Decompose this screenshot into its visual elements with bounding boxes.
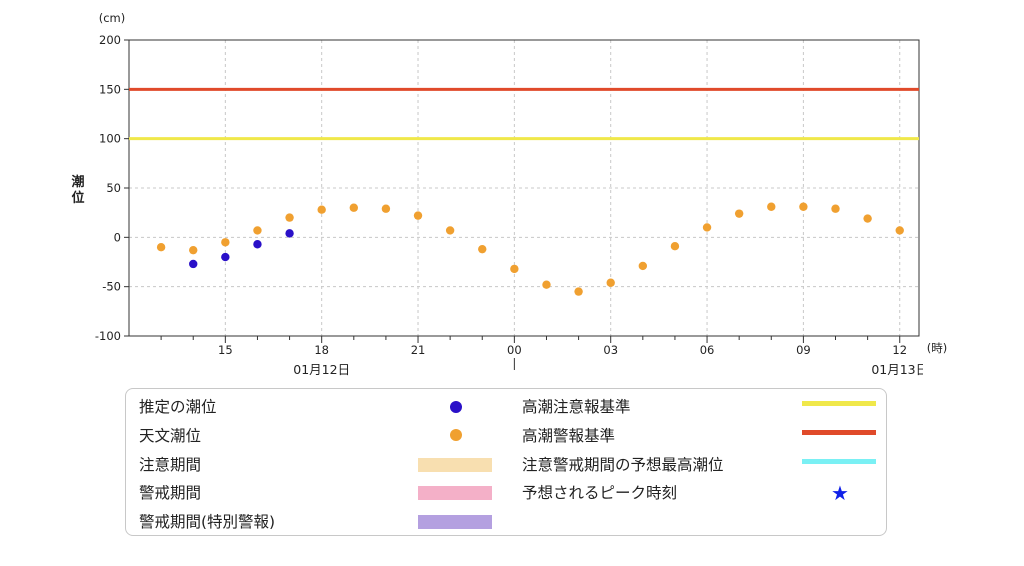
astronomical-tide-point: [606, 278, 615, 287]
astronomical-tide-point: [638, 261, 648, 271]
astronomical-tide-point: [542, 280, 551, 289]
astronomical-tide-point: [863, 214, 872, 223]
x-tick-label: 03: [603, 343, 618, 357]
x-tick-label: 00: [507, 343, 522, 357]
astronomical-tide-point: [285, 213, 294, 222]
x-tick-label: 06: [700, 343, 715, 357]
y-axis-label: 位: [71, 190, 84, 206]
legend-label-peak-time: 予想されるピーク時刻: [522, 484, 678, 502]
x-tick-label: 15: [218, 343, 233, 357]
date-label: 01月13日: [871, 362, 928, 377]
chart-legend: 推定の潮位 天文潮位 注意期間 警戒期間 警戒期間(特別警報) 高潮注意報基準 …: [125, 388, 887, 536]
estimated-tide-point: [285, 229, 294, 238]
x-tick-label: 09: [796, 343, 811, 357]
astronomical-tide-point: [189, 245, 198, 255]
y-tick-label: -100: [95, 329, 121, 343]
astronomical-tide-point: [253, 226, 262, 235]
legend-line-advisory-threshold: [802, 401, 876, 406]
astronomical-tide-point: [381, 204, 391, 213]
legend-marker-astronomical: [450, 429, 462, 441]
legend-label-estimated: 推定の潮位: [139, 398, 217, 416]
y-axis-label: 潮: [71, 174, 84, 190]
astronomical-tide-point: [799, 202, 808, 211]
astronomical-tide-point: [510, 264, 519, 274]
y-unit-label: (cm): [99, 11, 126, 25]
y-tick-label: 200: [99, 33, 121, 47]
legend-swatch-special-warning-period: [418, 515, 492, 529]
tide-chart-svg: -100 -50 0 50 100 150 200 (cm) 潮位 15 18 21 00 03 06 09 1…: [71, 11, 947, 377]
astronomical-tide-point: [156, 243, 166, 252]
astronomical-tide-point: [349, 203, 358, 212]
astronomical-tide-point: [221, 238, 230, 247]
astronomical-tide-point: [317, 205, 326, 214]
star-icon: ★: [831, 481, 849, 505]
astronomical-tide-point: [478, 244, 487, 254]
legend-label-advisory-threshold: 高潮注意報基準: [522, 398, 631, 416]
astronomical-tide-point: [767, 202, 776, 211]
y-tick-label: 100: [99, 132, 121, 146]
legend-label-astronomical: 天文潮位: [139, 427, 202, 445]
estimated-tide-point: [189, 259, 198, 269]
x-unit-label: (時): [927, 341, 947, 355]
legend-line-predicted-max: [802, 459, 876, 464]
astronomical-tide-point: [670, 242, 680, 251]
y-tick-label: 150: [99, 82, 121, 96]
astronomical-tide-point: [895, 226, 904, 235]
plot-frame: [128, 39, 920, 337]
astronomical-tide-point: [831, 204, 840, 213]
x-tick-label: 18: [314, 343, 329, 357]
astronomical-tide-point: [413, 211, 423, 220]
x-tick-label: 12: [892, 343, 907, 357]
y-tick-label: -50: [102, 280, 121, 294]
astronomical-tide-point: [574, 287, 583, 296]
legend-label-caution-period: 注意期間: [139, 456, 202, 474]
legend-label-warning-period: 警戒期間: [139, 484, 202, 502]
legend-label-warning-threshold: 高潮警報基準: [522, 427, 616, 445]
y-tick-label: 0: [114, 230, 121, 244]
estimated-tide-point: [253, 240, 262, 249]
astronomical-tide-point: [702, 223, 712, 232]
legend-swatch-caution-period: [418, 458, 492, 472]
date-label: 01月12日: [293, 362, 350, 377]
x-tick-label: 21: [411, 343, 426, 357]
astronomical-tide-point: [445, 226, 455, 235]
astronomical-tide-point: [734, 209, 744, 218]
legend-line-warning-threshold: [802, 430, 876, 435]
tide-chart: -100 -50 0 50 100 150 200 (cm) 潮位 15 18 21 00 03 06 09 1…: [71, 11, 947, 377]
estimated-tide-point: [221, 252, 230, 262]
legend-label-special-warning-period: 警戒期間(特別警報): [139, 513, 276, 531]
y-tick-label: 50: [106, 181, 121, 195]
legend-swatch-warning-period: [418, 486, 492, 500]
legend-label-predicted-max: 注意警戒期間の予想最高潮位: [522, 456, 724, 474]
legend-marker-estimated: [450, 401, 462, 413]
